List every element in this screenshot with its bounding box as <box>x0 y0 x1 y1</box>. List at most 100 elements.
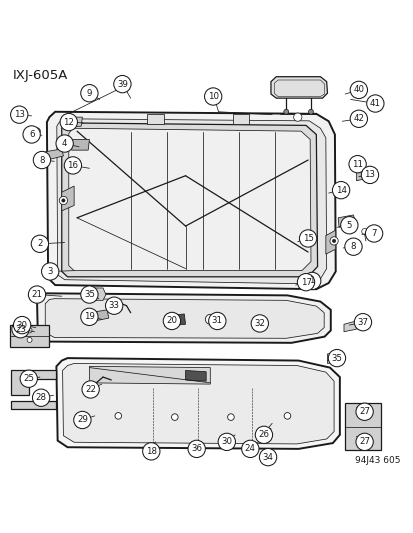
Circle shape <box>81 286 98 303</box>
Circle shape <box>20 370 37 387</box>
Circle shape <box>361 229 367 235</box>
Circle shape <box>283 413 290 419</box>
Circle shape <box>308 109 313 114</box>
Circle shape <box>349 81 367 99</box>
Text: 1: 1 <box>309 277 314 286</box>
Text: 10: 10 <box>207 92 218 101</box>
Text: 22: 22 <box>85 385 96 394</box>
Polygon shape <box>344 403 380 450</box>
Circle shape <box>227 414 234 421</box>
Circle shape <box>188 440 205 457</box>
Text: 16: 16 <box>67 161 78 170</box>
Polygon shape <box>11 401 56 409</box>
Polygon shape <box>62 117 82 127</box>
Polygon shape <box>62 123 317 277</box>
Circle shape <box>293 113 301 122</box>
Polygon shape <box>37 293 330 343</box>
Circle shape <box>204 88 221 105</box>
Polygon shape <box>356 168 370 181</box>
Circle shape <box>195 446 200 452</box>
Circle shape <box>80 414 88 423</box>
Polygon shape <box>95 310 109 321</box>
Circle shape <box>28 286 45 303</box>
Text: 42: 42 <box>352 114 363 123</box>
Circle shape <box>303 272 320 289</box>
Circle shape <box>297 273 314 291</box>
Text: 36: 36 <box>191 445 202 454</box>
Text: 35: 35 <box>331 353 342 362</box>
Circle shape <box>41 263 59 280</box>
Text: 18: 18 <box>145 447 157 456</box>
Circle shape <box>349 110 367 127</box>
Circle shape <box>365 225 382 242</box>
Circle shape <box>27 328 32 333</box>
Polygon shape <box>89 366 210 384</box>
Circle shape <box>354 313 371 331</box>
Circle shape <box>81 308 98 326</box>
Text: 27: 27 <box>358 438 369 446</box>
Circle shape <box>74 411 91 429</box>
Circle shape <box>255 426 272 443</box>
Text: 11: 11 <box>351 160 362 168</box>
Polygon shape <box>325 230 335 254</box>
Text: 94J43 605: 94J43 605 <box>355 456 400 465</box>
Text: 24: 24 <box>244 445 255 454</box>
Circle shape <box>348 156 366 173</box>
Circle shape <box>163 312 180 329</box>
Polygon shape <box>56 358 339 449</box>
Circle shape <box>264 429 271 435</box>
Circle shape <box>82 381 99 398</box>
Circle shape <box>241 440 259 457</box>
Text: 29: 29 <box>77 416 88 424</box>
Polygon shape <box>45 298 323 338</box>
Circle shape <box>344 238 361 255</box>
Text: 3: 3 <box>47 267 53 276</box>
Polygon shape <box>71 140 89 150</box>
Text: 14: 14 <box>335 185 346 195</box>
Text: 40: 40 <box>352 85 363 94</box>
Circle shape <box>60 114 77 131</box>
Text: 6: 6 <box>29 130 34 139</box>
Circle shape <box>142 443 159 460</box>
Polygon shape <box>90 288 106 300</box>
Circle shape <box>62 199 65 202</box>
Circle shape <box>359 410 365 416</box>
Circle shape <box>259 448 276 466</box>
Text: 19: 19 <box>84 312 95 321</box>
Circle shape <box>33 128 40 134</box>
Text: 32: 32 <box>254 319 265 328</box>
Circle shape <box>114 76 131 93</box>
Polygon shape <box>270 77 327 98</box>
Polygon shape <box>164 314 185 326</box>
Polygon shape <box>47 112 335 289</box>
Text: 13: 13 <box>14 110 25 119</box>
Circle shape <box>332 239 335 243</box>
Text: 2: 2 <box>37 239 43 248</box>
Circle shape <box>115 413 121 419</box>
Text: 17: 17 <box>300 278 311 287</box>
Text: 35: 35 <box>84 290 95 299</box>
Text: 12: 12 <box>63 118 74 126</box>
Circle shape <box>27 337 32 342</box>
Circle shape <box>32 389 50 406</box>
Circle shape <box>283 109 288 114</box>
Text: 15: 15 <box>302 234 313 243</box>
Circle shape <box>171 414 178 421</box>
Text: IXJ-605A: IXJ-605A <box>13 69 68 82</box>
Text: 31: 31 <box>211 317 222 326</box>
Circle shape <box>328 350 345 367</box>
Circle shape <box>251 315 268 332</box>
Circle shape <box>329 237 337 245</box>
Text: 4: 4 <box>62 139 67 148</box>
Circle shape <box>248 446 254 452</box>
Circle shape <box>361 166 378 183</box>
Text: 41: 41 <box>369 99 380 108</box>
Text: 26: 26 <box>258 430 269 439</box>
Text: 23: 23 <box>15 325 26 334</box>
Circle shape <box>33 151 50 169</box>
Text: 8: 8 <box>39 156 45 165</box>
Circle shape <box>81 85 98 102</box>
Text: 34: 34 <box>262 453 273 462</box>
Text: 39: 39 <box>117 79 128 88</box>
Circle shape <box>332 182 349 199</box>
